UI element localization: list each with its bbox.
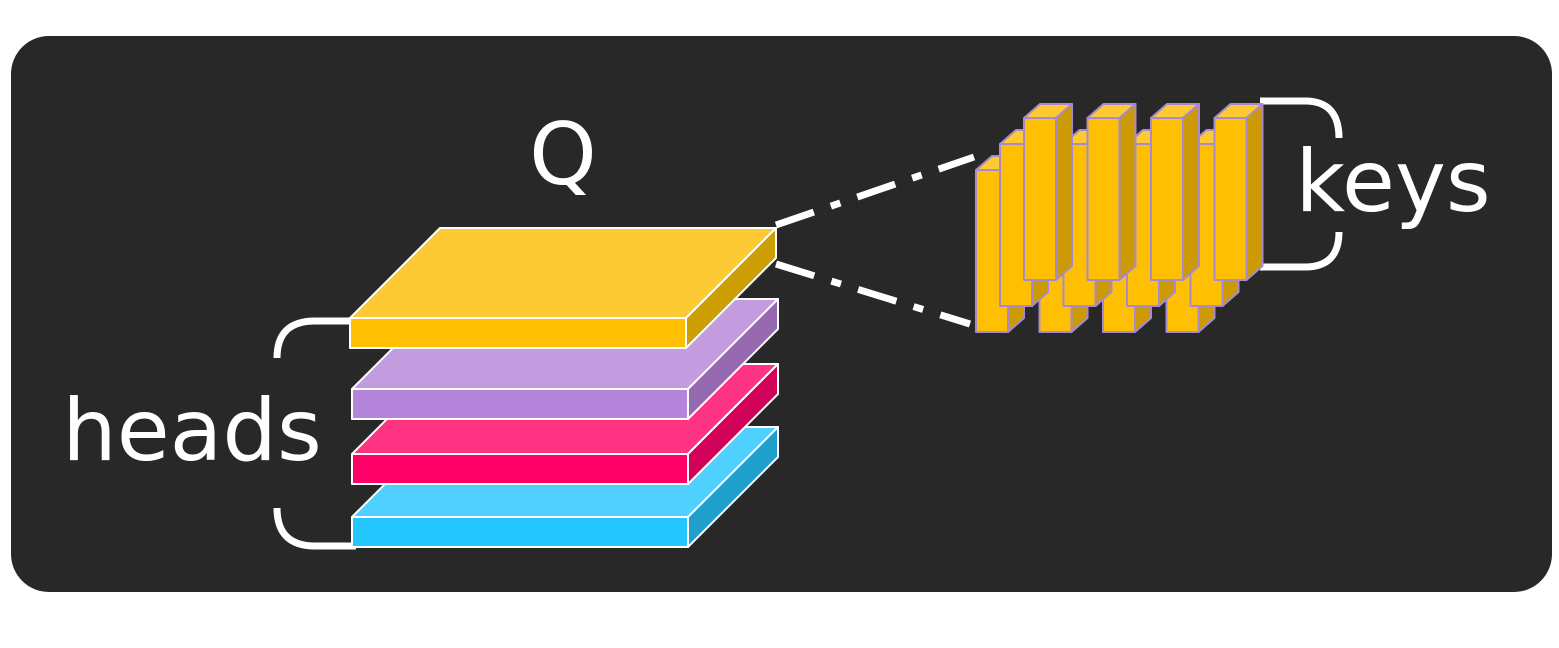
key-bar-r1-c1-front bbox=[1023, 117, 1057, 281]
key-bar-r1-c2-front bbox=[1086, 117, 1121, 281]
head-slabs bbox=[349, 227, 779, 548]
key-bar-r1-c2-side bbox=[1118, 103, 1137, 281]
key-bar-r1-c4-front bbox=[1213, 117, 1248, 281]
key-bar-r1-c3-side bbox=[1182, 103, 1200, 281]
head-slab-2-front bbox=[351, 388, 689, 420]
key-bar-r1-c3 bbox=[1150, 103, 1200, 281]
query-slab bbox=[349, 227, 777, 349]
keys-label: keys bbox=[1295, 132, 1490, 232]
heads-bracket bbox=[273, 317, 356, 550]
key-bar-r1-c3-front bbox=[1150, 117, 1184, 281]
key-bar-r1-c1-side bbox=[1055, 103, 1073, 281]
head-slab-3-front bbox=[351, 453, 689, 485]
diagram-panel bbox=[11, 36, 1552, 592]
key-bar-r1-c4-side bbox=[1245, 103, 1264, 281]
heads-label: heads bbox=[62, 381, 322, 481]
connector-lines bbox=[774, 153, 976, 328]
keys-bracket bbox=[1260, 97, 1343, 271]
key-bar-r1-c4 bbox=[1213, 103, 1264, 281]
key-bar-r1-c1 bbox=[1023, 103, 1073, 281]
query-label: Q bbox=[529, 105, 597, 205]
query-slab-front bbox=[349, 317, 687, 349]
key-bars bbox=[975, 103, 1264, 333]
head-slab-4-front bbox=[351, 516, 689, 548]
key-bar-r1-c2 bbox=[1086, 103, 1137, 281]
